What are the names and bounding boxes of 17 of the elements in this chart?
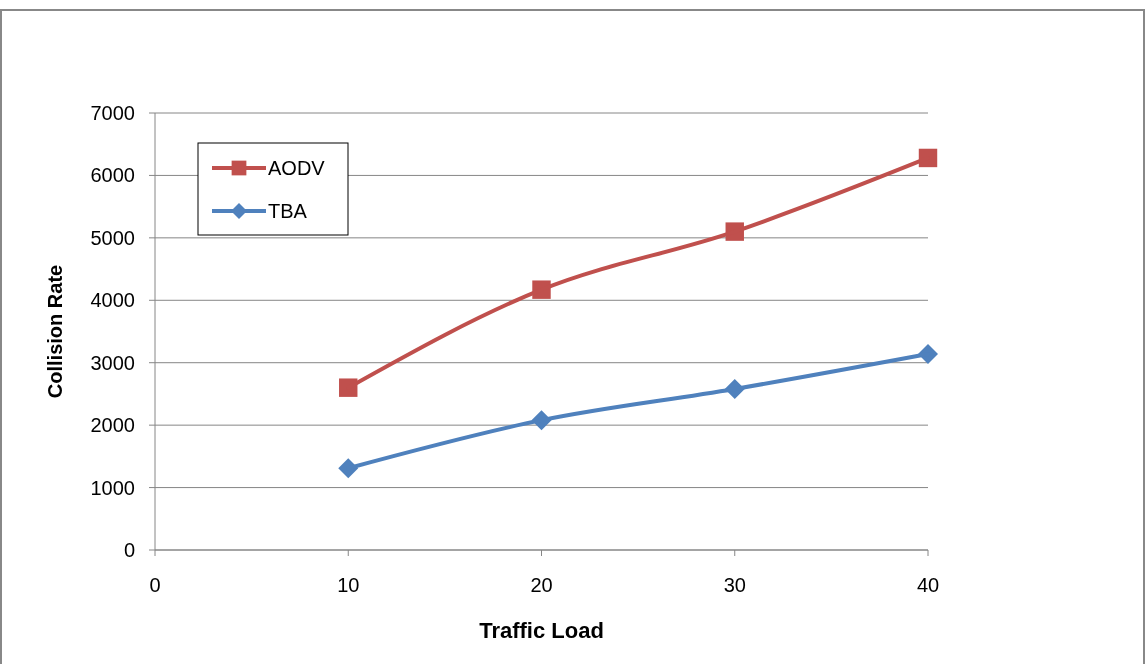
y-tick-label: 2000 xyxy=(90,414,135,437)
x-tick-label: 10 xyxy=(337,574,360,596)
legend-label: AODV xyxy=(268,157,326,179)
x-tick-label: 20 xyxy=(530,574,553,596)
y-tick-label: 7000 xyxy=(90,102,135,124)
y-tick-label: 1000 xyxy=(90,476,135,499)
legend-label: TBA xyxy=(268,200,308,222)
y-tick-label: 6000 xyxy=(90,164,135,187)
x-axis-title: Traffic Load xyxy=(479,618,604,643)
y-axis-title: Collision Rate xyxy=(44,264,66,399)
x-tick-label: 40 xyxy=(916,574,940,596)
y-tick-label: 0 xyxy=(123,539,135,561)
y-tick-label: 5000 xyxy=(90,226,135,249)
y-tick-label: 3000 xyxy=(90,351,135,374)
x-tick-label: 0 xyxy=(149,574,161,596)
x-tick-label: 30 xyxy=(723,574,746,596)
y-tick-label: 4000 xyxy=(90,289,135,312)
